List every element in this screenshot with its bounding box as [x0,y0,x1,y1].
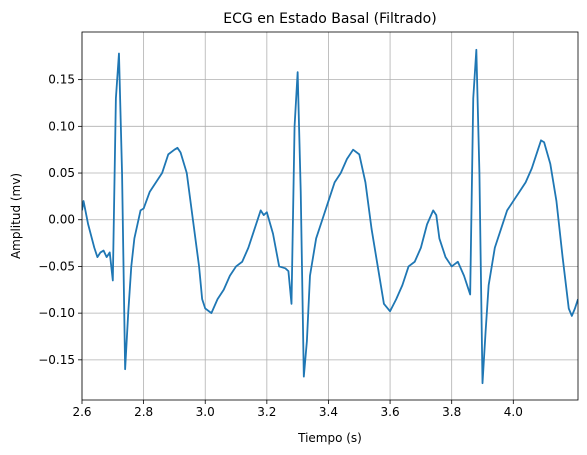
y-tick-label: −0.10 [38,306,75,320]
x-tick-label: 3.2 [257,405,276,419]
chart-title: ECG en Estado Basal (Filtrado) [223,11,436,27]
x-tick-label: 3.8 [442,405,461,419]
y-tick-label: 0.00 [48,213,75,227]
data-line [82,48,578,385]
x-axis-label: Tiempo (s) [297,431,362,445]
y-tick-label: −0.05 [38,259,75,273]
y-tick-label: 0.05 [48,166,75,180]
x-tick-label: 2.6 [72,405,91,419]
x-tick-label: 3.0 [196,405,215,419]
y-tick-label: 0.10 [48,119,75,133]
plot-frame [81,31,579,401]
x-tick-label: 3.4 [319,405,338,419]
y-axis-label: Amplitud (mv) [9,173,23,259]
x-tick-label: 2.8 [134,405,153,419]
x-tick-label: 3.6 [381,405,400,419]
y-tick-label: 0.15 [48,73,75,87]
y-tick-label: −0.15 [38,353,75,367]
x-tick-label: 4.0 [504,405,523,419]
